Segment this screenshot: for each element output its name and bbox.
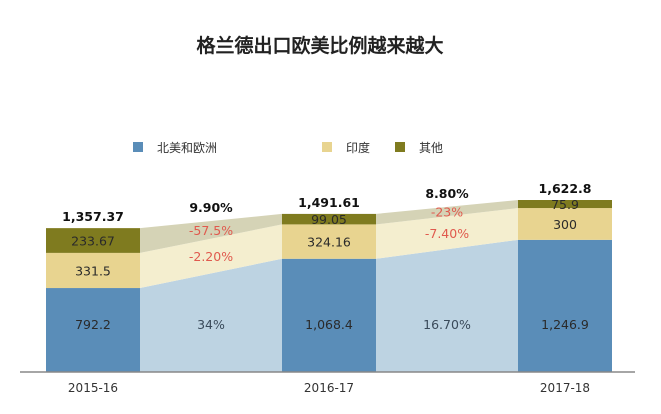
total-growth-label: 8.80% <box>425 186 469 201</box>
x-tick-label: 2017-18 <box>540 381 590 395</box>
band-1 <box>140 224 282 289</box>
value-label: 792.2 <box>75 317 111 332</box>
growth-label: -57.5% <box>189 223 233 238</box>
growth-label: 16.70% <box>423 317 471 332</box>
bar-segment <box>282 224 376 259</box>
value-label: 1,246.9 <box>541 317 589 332</box>
chart-title: 格兰德出口欧美比例越来越大 <box>196 34 443 57</box>
band-0 <box>140 258 282 372</box>
bar-segment <box>282 213 376 225</box>
bar-segment <box>46 228 140 253</box>
legend-swatch <box>133 142 143 152</box>
bar-segment <box>46 252 140 289</box>
value-label: 99.05 <box>311 212 347 227</box>
total-label: 1,357.37 <box>62 209 124 224</box>
bars <box>46 200 612 372</box>
band-0 <box>376 239 518 372</box>
bar-segment <box>282 258 376 372</box>
value-label: 300 <box>553 217 577 232</box>
value-label: 324.16 <box>307 235 351 250</box>
growth-label: 34% <box>197 317 225 332</box>
labels: 34% -2.20% -57.5% 9.90% 16.70% -7.40% -23% 8.80… <box>62 181 591 332</box>
total-label: 1,491.61 <box>298 195 360 210</box>
bar-segment <box>518 239 612 372</box>
growth-label: -2.20% <box>189 249 233 264</box>
band-2 <box>140 213 282 253</box>
total-growth-label: 9.90% <box>189 200 233 215</box>
legend-swatch <box>322 142 332 152</box>
bar-segment <box>518 200 612 209</box>
bar-segment <box>518 208 612 240</box>
legend: 北美和欧洲 印度 其他 <box>133 140 443 155</box>
x-tick-label: 2016-17 <box>304 381 354 395</box>
legend-label: 印度 <box>346 140 370 155</box>
value-label: 1,068.4 <box>305 317 353 332</box>
band-2 <box>376 200 518 225</box>
bar-segment <box>46 288 140 372</box>
growth-label: -7.40% <box>425 226 469 241</box>
growth-label: -23% <box>431 205 463 220</box>
legend-label: 北美和欧洲 <box>157 141 217 155</box>
value-label: 75.9 <box>551 197 579 212</box>
value-label: 331.5 <box>75 263 111 278</box>
bands <box>140 200 518 372</box>
total-label: 1,622.8 <box>539 181 592 196</box>
legend-label: 其他 <box>419 141 443 155</box>
band-1 <box>376 208 518 259</box>
value-label: 233.67 <box>71 234 115 249</box>
x-tick-label: 2015-16 <box>68 381 118 395</box>
legend-swatch <box>395 142 405 152</box>
x-tick-labels: 2015-16 2016-17 2017-18 <box>68 381 590 395</box>
